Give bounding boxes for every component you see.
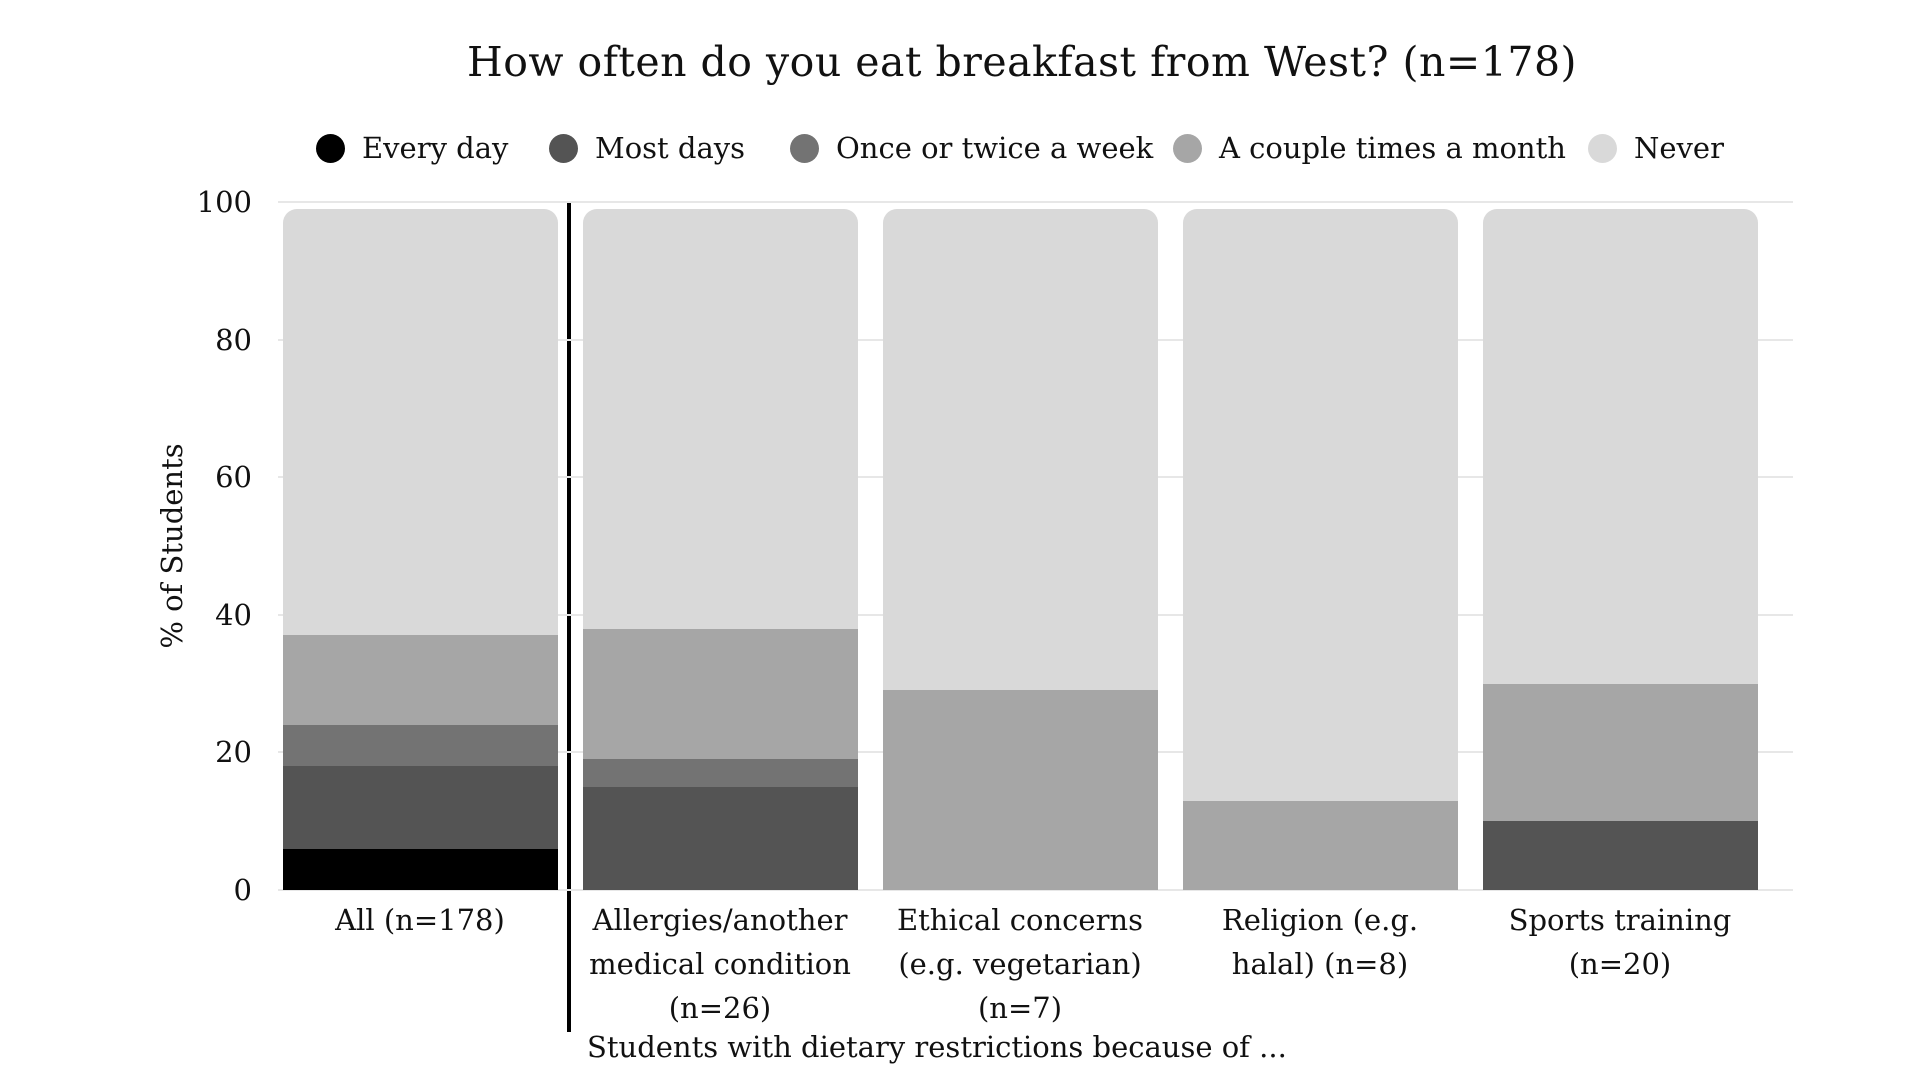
legend-dot-every-day-icon xyxy=(316,133,345,163)
legend-item-most-days: Most days xyxy=(549,131,745,165)
legend-item-every-day: Every day xyxy=(316,131,508,165)
legend-item-once-or-twice: Once or twice a week xyxy=(790,131,1153,165)
legend-dot-once-or-twice-icon xyxy=(790,133,819,163)
bar-segment xyxy=(282,766,558,849)
y-tick-label: 100 xyxy=(196,185,252,219)
y-tick-label: 40 xyxy=(215,597,252,632)
category-label: Ethical concerns (e.g. vegetarian) (n=7) xyxy=(896,903,1143,1025)
y-tick-label: 60 xyxy=(215,460,252,495)
bar-segment xyxy=(1482,683,1758,822)
bar-segment xyxy=(1482,821,1758,890)
bar-segment xyxy=(582,628,858,760)
bar-segment xyxy=(882,208,1158,691)
legend-label: A couple times a month xyxy=(1219,131,1566,165)
bar-segment xyxy=(582,208,858,629)
bar-segment xyxy=(282,208,558,636)
legend-dot-never-icon xyxy=(1588,133,1617,163)
bar-4 xyxy=(1182,208,1458,890)
bar-segment xyxy=(882,690,1158,890)
bar-segment xyxy=(282,848,558,890)
category-label: Allergies/another medical condition (n=26) xyxy=(589,903,851,1025)
y-tick-label: 0 xyxy=(233,873,252,907)
category-label: Religion (e.g. halal) (n=8) xyxy=(1221,903,1419,981)
bar-segment xyxy=(1182,208,1458,801)
legend-label: Every day xyxy=(362,131,509,165)
all-vs-restricted-divider-line xyxy=(567,202,571,1032)
legend-dot-couple-times-month-icon xyxy=(1173,133,1202,163)
bar-segment xyxy=(1482,208,1758,684)
gridline xyxy=(278,201,1793,203)
gridline xyxy=(278,889,1793,891)
x-axis-caption: Students with dietary restrictions becau… xyxy=(587,1030,1287,1064)
legend-item-never: Never xyxy=(1588,131,1724,165)
bar-5 xyxy=(1482,208,1758,890)
legend-label: Once or twice a week xyxy=(836,131,1154,165)
bar-3 xyxy=(882,208,1158,890)
legend-label: Most days xyxy=(595,131,746,165)
bar-segment xyxy=(282,724,558,767)
bar-1 xyxy=(282,208,558,890)
category-label: Sports training (n=20) xyxy=(1508,903,1732,981)
chart-title: How often do you eat breakfast from West… xyxy=(466,38,1578,86)
bar-segment xyxy=(582,786,858,890)
bar-2 xyxy=(582,208,858,890)
category-label: All (n=178) xyxy=(335,903,505,937)
bar-segment xyxy=(282,635,558,725)
bar-segment xyxy=(582,759,858,787)
legend-label: Never xyxy=(1634,131,1724,165)
legend-item-couple-times-month: A couple times a month xyxy=(1173,131,1566,165)
legend-dot-most-days-icon xyxy=(549,133,578,163)
y-tick-label: 20 xyxy=(215,735,252,770)
bar-segment xyxy=(1182,800,1458,890)
y-tick-label: 80 xyxy=(215,322,252,357)
